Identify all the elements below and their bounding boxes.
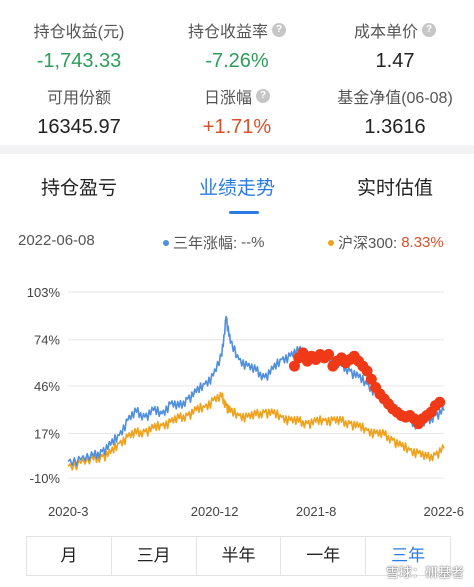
- trade-marker: [288, 360, 300, 372]
- trade-marker: [434, 396, 446, 408]
- stat-label: 基金净值(06-08): [337, 90, 453, 107]
- stat-label: 可用份额: [46, 90, 111, 107]
- legend-index: 沪深300: 8.33%: [328, 232, 444, 253]
- help-icon[interactable]: ?: [272, 23, 286, 37]
- y-tick-label: 74%: [34, 333, 60, 348]
- legend-fund-label: 三年涨幅:: [173, 235, 238, 252]
- stat-value: -1,743.33: [36, 50, 122, 72]
- stat-value: +1.71%: [202, 116, 272, 138]
- section-divider: [0, 145, 474, 154]
- tab-realtime-estimate[interactable]: 实时估值: [356, 178, 433, 199]
- stat-value: 1.47: [375, 50, 415, 72]
- stat-cost-price: 成本单价? 1.47: [316, 18, 474, 73]
- legend-fund-value: --%: [241, 234, 265, 251]
- range-1m[interactable]: 月: [27, 537, 112, 575]
- help-icon[interactable]: ?: [422, 23, 436, 37]
- legend-index-label: 沪深300:: [338, 235, 398, 252]
- stat-nav: 基金净值(06-08) 1.3616: [316, 84, 474, 139]
- x-tick-label: 2022-6: [424, 504, 464, 519]
- stat-label: 日涨幅: [203, 90, 252, 107]
- help-icon[interactable]: ?: [256, 89, 270, 103]
- holding-summary: 持仓收益(元) -1,743.33 持仓收益率? -7.26% 成本单价? 1.…: [0, 0, 474, 140]
- legend-fund: 三年涨幅: --%: [163, 232, 265, 253]
- chart-tabs: 持仓盈亏 业绩走势 实时估值: [0, 165, 474, 215]
- x-tick-label: 2020-12: [191, 504, 239, 519]
- x-tick-label: 2020-3: [48, 504, 88, 519]
- stat-available-shares: 可用份额 16345.97: [0, 84, 158, 139]
- trade-marker: [297, 347, 309, 359]
- stat-label: 持仓收益率: [187, 24, 268, 41]
- index-line: [67, 391, 445, 471]
- active-tab-indicator: [229, 211, 259, 214]
- time-range-selector: 月 三月 半年 一年 三年: [26, 536, 451, 576]
- stat-label: 成本单价: [353, 24, 418, 41]
- y-tick-label: 103%: [27, 285, 61, 300]
- chart-legend: 2022-06-08 三年涨幅: --% 沪深300: 8.33%: [0, 228, 474, 252]
- stat-value: 1.3616: [364, 116, 426, 138]
- x-tick-label: 2021-8: [296, 504, 336, 519]
- range-3m[interactable]: 三月: [112, 537, 197, 575]
- stat-label: 持仓收益(元): [33, 24, 125, 41]
- performance-chart[interactable]: 103% 74% 46% 17% -10% 2020-3 2020-12 2021-8 2022…: [0, 270, 474, 525]
- y-tick-label: -10%: [30, 471, 61, 486]
- stat-value: 16345.97: [37, 116, 121, 138]
- range-6m[interactable]: 半年: [197, 537, 282, 575]
- index-dot-icon: [328, 239, 334, 246]
- range-3y[interactable]: 三年: [391, 546, 426, 565]
- tab-performance[interactable]: 业绩走势: [198, 178, 275, 199]
- legend-date: 2022-06-08: [18, 232, 95, 249]
- stat-value: -7.26%: [205, 50, 269, 72]
- tab-holding-pnl[interactable]: 持仓盈亏: [40, 178, 117, 199]
- legend-index-value: 8.33%: [401, 234, 444, 251]
- trade-marker: [365, 373, 377, 385]
- stat-holding-return: 持仓收益率? -7.26%: [158, 18, 316, 73]
- trade-marker: [361, 365, 373, 377]
- trade-marker: [323, 349, 335, 361]
- y-tick-label: 17%: [34, 427, 60, 442]
- fund-dot-icon: [163, 239, 169, 246]
- range-1y[interactable]: 一年: [281, 537, 367, 575]
- stat-holding-profit: 持仓收益(元) -1,743.33: [0, 18, 158, 73]
- watermark: 雪球：研基者: [385, 565, 464, 580]
- y-tick-label: 46%: [34, 379, 60, 394]
- stat-daily-change: 日涨幅? +1.71%: [158, 84, 316, 139]
